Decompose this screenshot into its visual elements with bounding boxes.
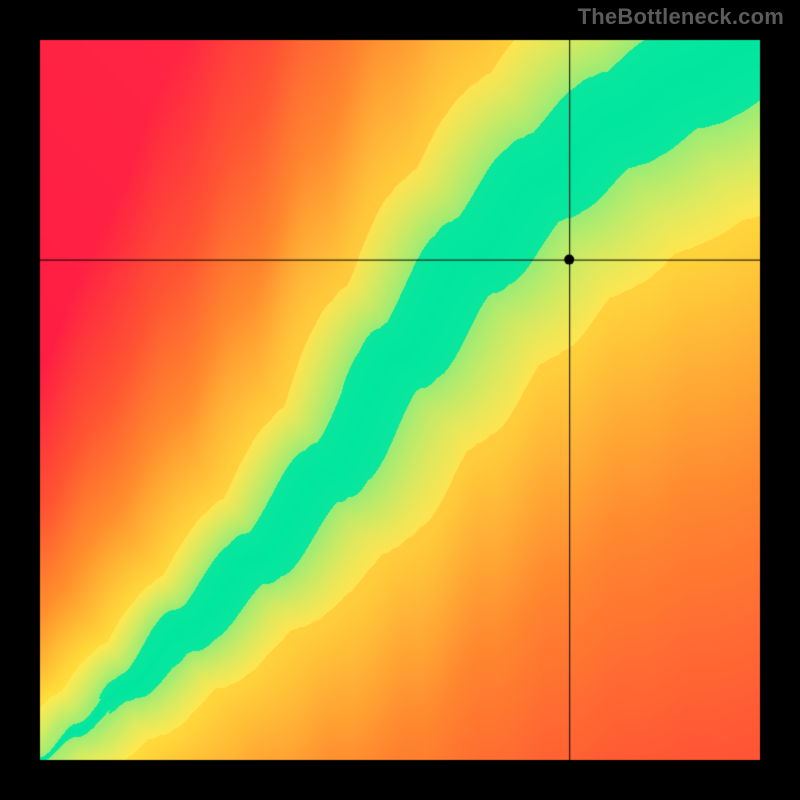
watermark-label: TheBottleneck.com — [578, 4, 784, 30]
chart-container: TheBottleneck.com — [0, 0, 800, 800]
bottleneck-heatmap — [0, 0, 800, 800]
